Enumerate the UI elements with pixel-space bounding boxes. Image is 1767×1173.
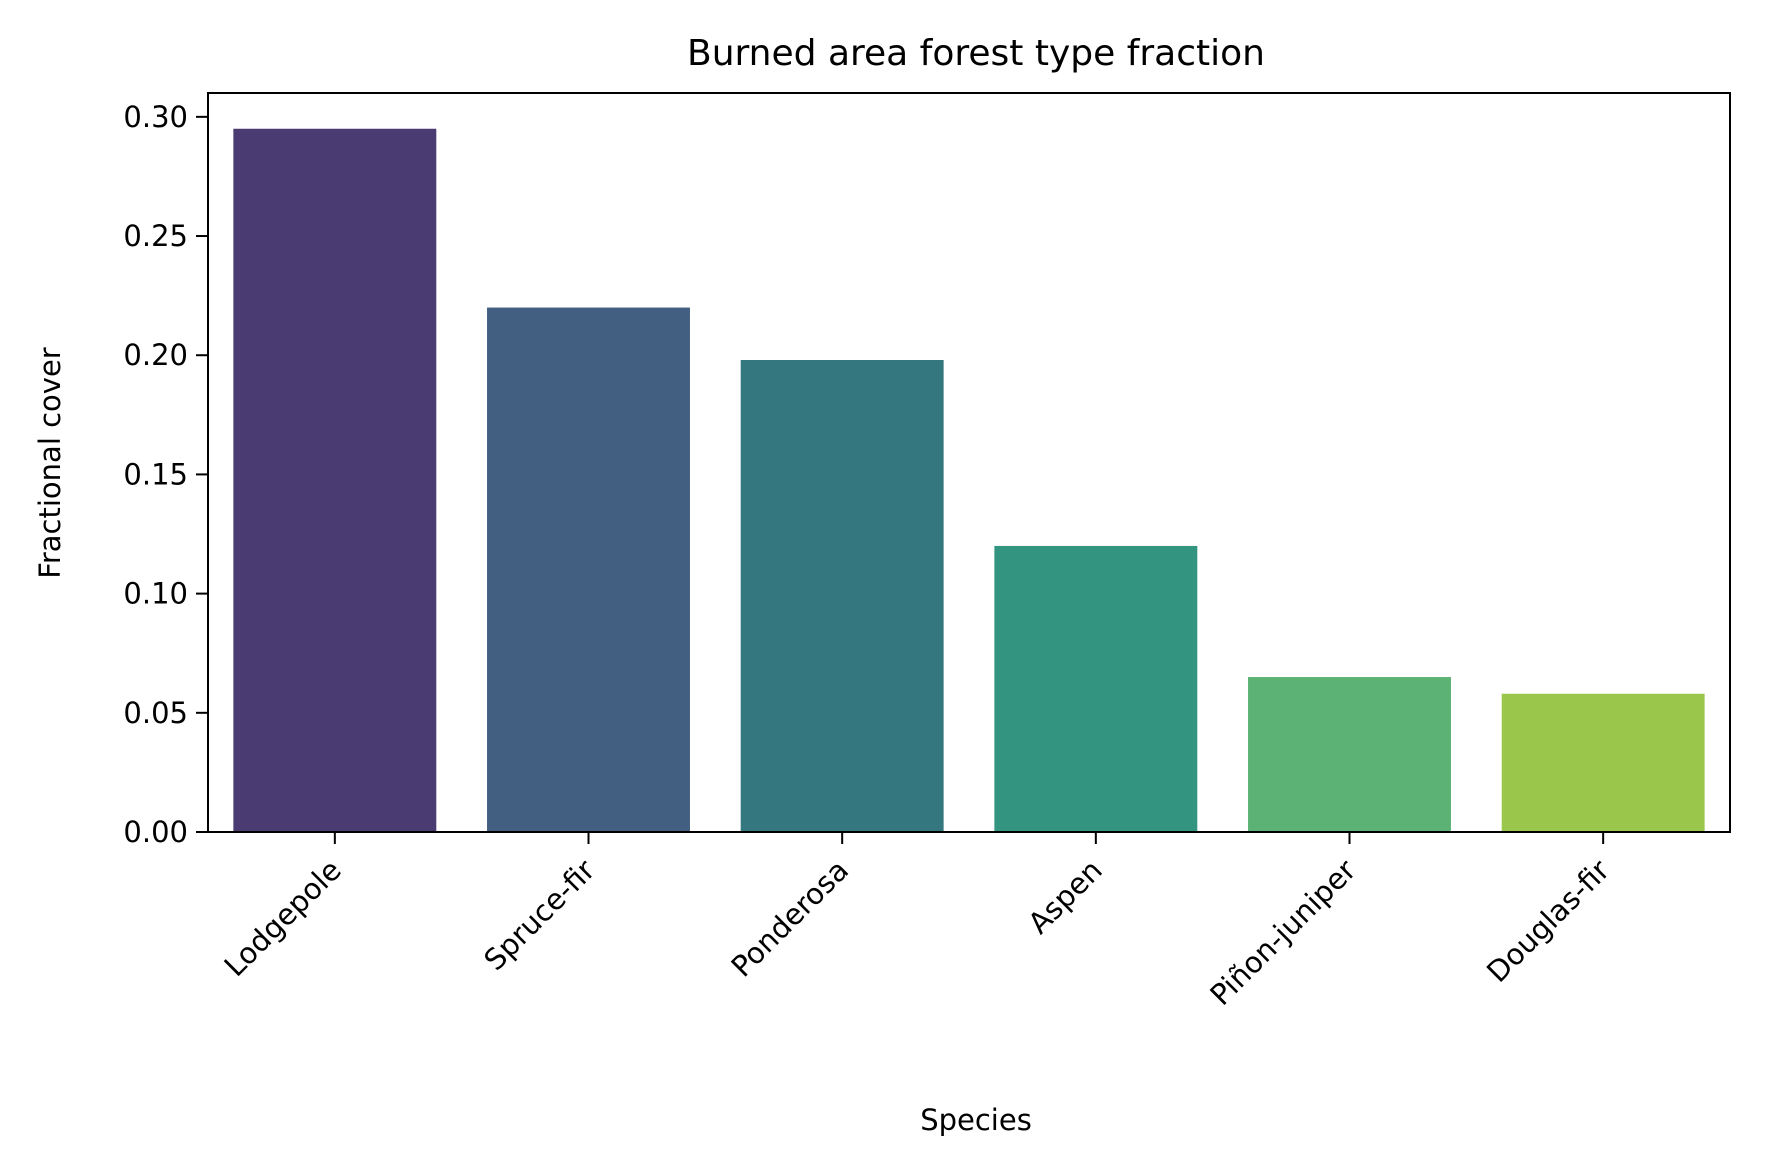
y-tick-label: 0.20	[123, 338, 188, 372]
x-tick-label: Spruce-fir	[477, 853, 601, 977]
x-axis-label: Species	[920, 1103, 1032, 1137]
x-tick-label: Piñon-juniper	[1203, 853, 1362, 1012]
chart-title: Burned area forest type fraction	[687, 33, 1265, 74]
bar-ponderosa	[740, 359, 944, 832]
y-axis: 0.00 0.05 0.10 0.15 0.20 0.25 0.30	[123, 100, 208, 849]
x-tick-label: Aspen	[1021, 853, 1108, 940]
y-tick-label: 0.25	[123, 219, 188, 253]
y-tick-label: 0.15	[123, 457, 188, 491]
bar-douglas-fir	[1501, 693, 1705, 832]
bar-pi-on-juniper	[1248, 677, 1451, 832]
x-axis: Lodgepole Spruce-fir Ponderosa Aspen Piñon-j…	[218, 832, 1616, 1012]
y-tick-label: 0.00	[123, 815, 188, 849]
plot-frame	[207, 92, 1731, 833]
bars-group	[233, 128, 1705, 833]
y-tick-label: 0.30	[123, 100, 188, 134]
y-tick-label: 0.05	[123, 696, 188, 730]
bar-aspen	[994, 545, 1198, 832]
y-axis-label: Fractional cover	[33, 347, 67, 578]
x-tick-label: Lodgepole	[218, 853, 348, 983]
y-tick-label: 0.10	[123, 577, 188, 611]
x-tick-label: Ponderosa	[724, 853, 855, 984]
bar-lodgepole	[233, 128, 437, 833]
x-tick-label: Douglas-fir	[1480, 853, 1616, 989]
bar-spruce-fir	[487, 307, 690, 832]
